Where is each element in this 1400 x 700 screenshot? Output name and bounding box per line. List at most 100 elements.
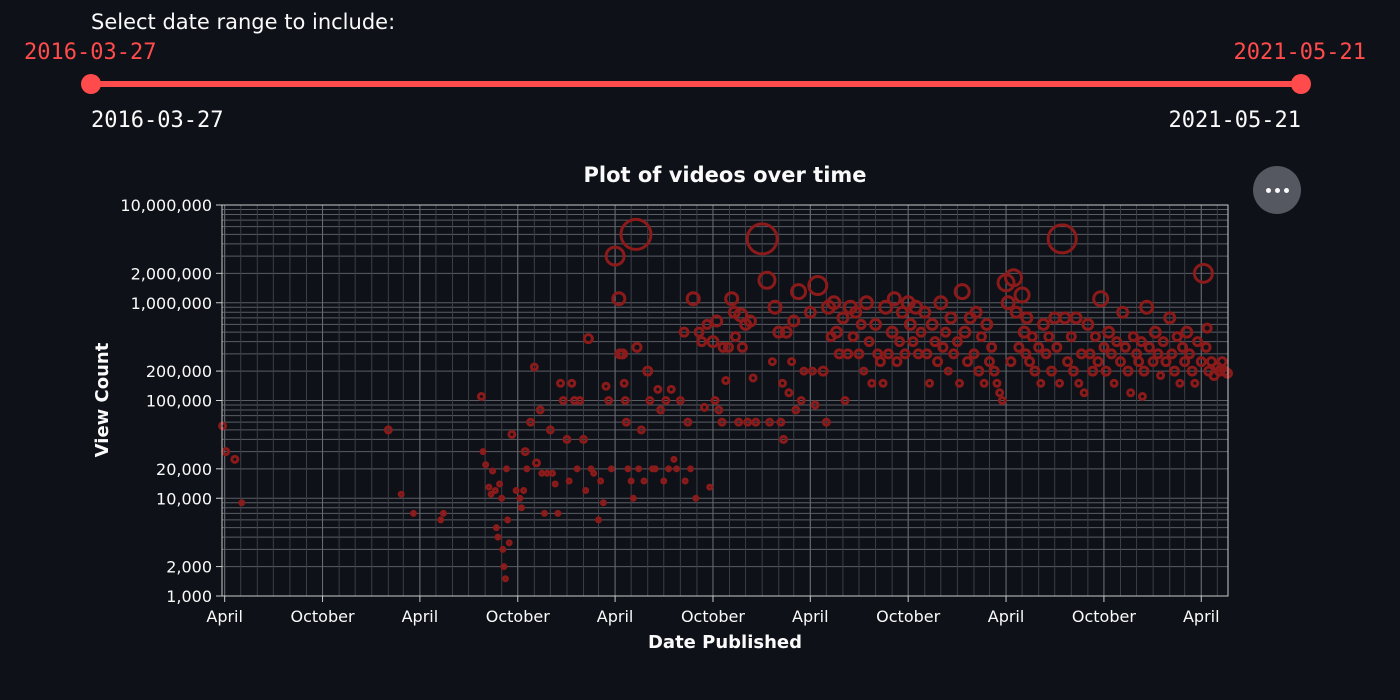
data-point [1089,331,1101,343]
data-point [807,366,817,376]
x-tick-label: April [597,607,634,626]
data-point [1102,325,1116,339]
data-point [717,341,729,353]
data-point [915,326,927,338]
y-tick-label: 10,000 [156,489,212,508]
data-point [842,348,854,360]
y-tick-label: 1,000 [166,587,212,606]
data-point [899,348,911,360]
data-point [1026,331,1038,343]
data-point [729,331,741,343]
data-point [1190,378,1200,388]
data-point [620,396,630,405]
data-point [1200,341,1212,353]
data-point [482,461,490,469]
data-point [840,396,850,405]
data-point [979,378,989,388]
data-point [696,336,708,348]
data-point [983,356,995,368]
data-point [685,291,701,307]
data-point [439,509,447,517]
data-point [988,365,1000,377]
x-tick-label: April [988,607,1025,626]
data-point [1043,331,1055,343]
data-point [751,417,761,427]
data-point [573,465,581,473]
data-point [683,417,693,427]
data-point [1067,365,1079,377]
data-point [437,516,445,524]
x-tick-label: April [402,607,439,626]
data-point [699,402,709,412]
data-point [693,326,705,338]
data-point [535,405,545,415]
data-point [1051,341,1063,353]
data-point [1092,356,1104,368]
data-point [734,417,744,427]
data-point [575,396,585,405]
data-point [962,356,974,368]
data-point [937,341,949,353]
data-point [1221,367,1233,379]
data-point [1069,311,1083,325]
data-point [1046,365,1058,377]
data-point [821,417,831,427]
data-point [980,317,994,331]
data-point [1036,317,1050,331]
data-point [526,417,536,427]
data-point [512,487,520,495]
data-point [653,384,663,394]
data-point [1100,365,1112,377]
data-point [1084,348,1096,360]
data-point [476,391,486,401]
data-point [826,295,842,311]
data-point [885,325,899,339]
data-point [1040,348,1052,360]
data-point [859,366,869,376]
data-point [796,396,806,405]
data-point [635,465,643,473]
y-tick-label: 2,000 [166,558,212,577]
y-axis-label: View Count [92,342,113,457]
data-point [1000,295,1016,311]
data-point [631,341,643,353]
data-point [601,381,611,391]
y-tick-label: 200,000 [146,362,212,381]
data-point [787,314,801,328]
data-point [1116,305,1130,319]
slider-handle-end[interactable] [1291,74,1311,94]
data-point [1079,388,1089,398]
data-point [230,454,240,464]
data-point [619,378,629,388]
data-point [1062,356,1074,368]
data-point [498,494,506,502]
data-point [619,217,653,251]
data-point [853,348,865,360]
data-point [540,509,548,517]
slider-handle-start[interactable] [81,74,101,94]
range-start-value: 2016-03-27 [24,40,157,65]
data-point [582,487,590,495]
x-tick-label: October [1072,607,1136,626]
grid [222,205,1228,597]
slider-track[interactable] [91,81,1301,87]
data-point [710,396,720,405]
data-point [629,494,637,502]
data-point [507,429,517,439]
data-point [582,333,594,345]
data-point [599,499,607,507]
more-options-button[interactable] [1253,166,1301,214]
x-tick-label: April [1183,607,1220,626]
data-point [531,458,541,468]
data-point [903,317,917,331]
data-point [1216,356,1228,368]
data-point [611,291,627,307]
x-tick-label: October [486,607,550,626]
x-axis: April October April October April October Apri… [206,596,1220,626]
data-point [772,325,786,339]
data-point [894,336,906,348]
data-point [1004,268,1024,288]
data-point [743,417,753,427]
y-tick-label: 20,000 [156,460,212,479]
data-point [645,396,655,405]
